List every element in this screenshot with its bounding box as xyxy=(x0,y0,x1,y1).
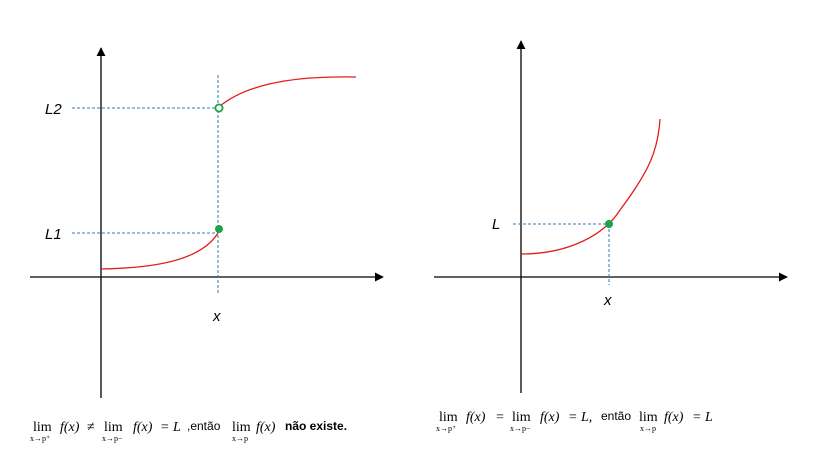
right-label-x: x xyxy=(603,292,612,309)
left-lower-curve xyxy=(100,232,219,270)
r-lim-right-sub: x→p⁺ xyxy=(436,424,456,433)
right-graph: L x xyxy=(434,40,788,393)
fx-2: f(x) xyxy=(133,420,153,435)
r-lim-left-sub: x→p− xyxy=(510,424,531,433)
r-eq-l-comma: = L, xyxy=(568,410,592,425)
label-l2: L2 xyxy=(45,101,62,118)
r-lim-p-sub: x→p xyxy=(640,424,656,433)
lim-right-sub: x→p⁺ xyxy=(30,434,50,443)
r-fx-3: f(x) xyxy=(664,410,684,425)
lim-right-text: lim xyxy=(33,420,52,435)
r-lim-left-text: lim xyxy=(512,410,531,425)
r-fx-2: f(x) xyxy=(540,410,560,425)
r-fx-1: f(x) xyxy=(466,410,486,425)
lim-p-text-1: lim xyxy=(232,420,251,435)
right-closed-point xyxy=(605,220,613,228)
fx-3: f(x) xyxy=(256,420,276,435)
label-l: L xyxy=(492,216,500,233)
r-eq-1: = xyxy=(496,410,504,425)
neq-sign: ≠ xyxy=(87,420,95,435)
label-l1: L1 xyxy=(45,226,62,243)
formula-left: lim x→p⁺ f(x) ≠ lim x→p− f(x) = L ,então… xyxy=(30,419,347,443)
left-label-x: x xyxy=(212,308,221,325)
r-eq-l-final: = L xyxy=(692,410,713,425)
eq-l-1: = L xyxy=(160,420,181,435)
conclusion-text: não existe. xyxy=(285,419,347,433)
lim-left-text: lim xyxy=(104,420,123,435)
left-upper-curve xyxy=(219,76,357,107)
lim-left-sub: x→p− xyxy=(102,434,123,443)
right-curve xyxy=(520,118,661,255)
left-closed-point xyxy=(215,225,223,233)
then-text-1: ,então xyxy=(187,419,221,433)
fx-1: f(x) xyxy=(60,420,80,435)
left-open-point xyxy=(214,103,224,113)
left-graph: L2 L1 x xyxy=(30,47,384,398)
r-lim-p-text: lim xyxy=(639,410,658,425)
r-then-text: então xyxy=(601,409,631,423)
formula-right: lim x→p⁺ f(x) = lim x→p− f(x) = L, então… xyxy=(436,409,713,433)
r-lim-right-text: lim xyxy=(439,410,458,425)
lim-p-sub-1: x→p xyxy=(232,434,248,443)
